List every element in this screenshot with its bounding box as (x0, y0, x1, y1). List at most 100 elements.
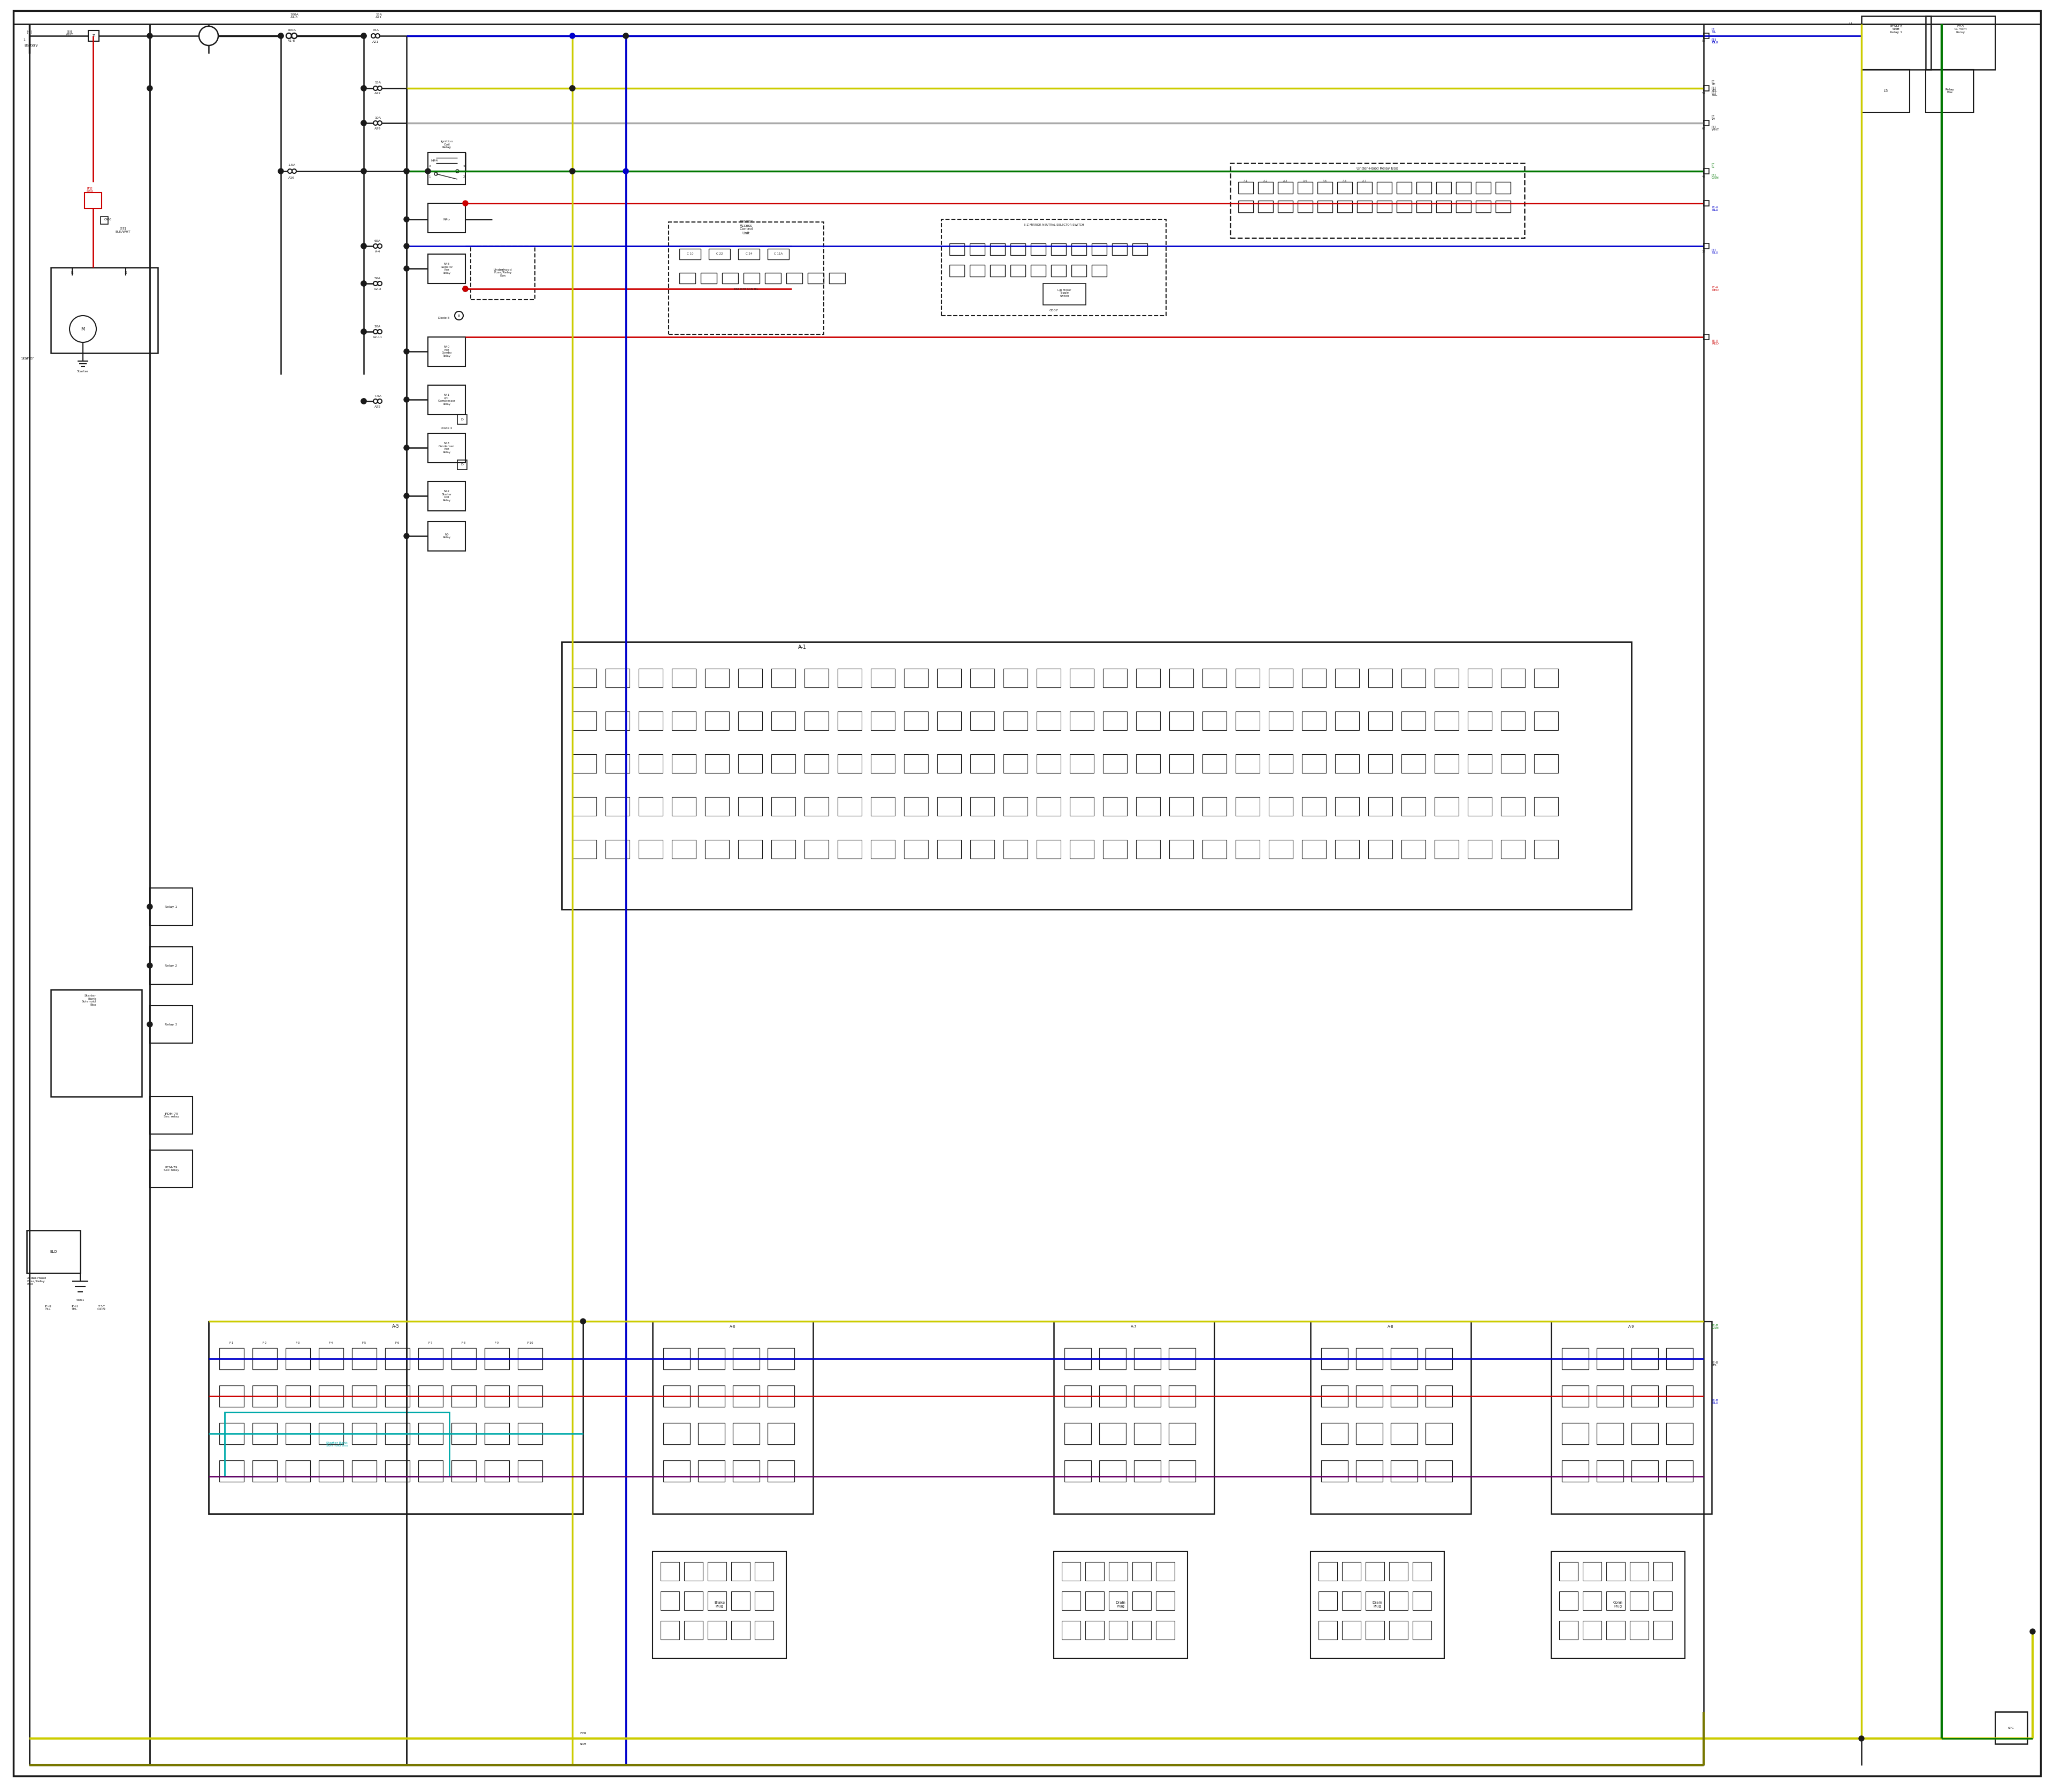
Text: A-8: A-8 (1389, 1324, 1395, 1328)
Bar (1070, 797, 1095, 815)
Bar (731, 1563, 750, 1581)
Bar (1070, 754, 1095, 772)
Bar (1237, 668, 1259, 688)
Bar (452, 1348, 477, 1369)
Circle shape (622, 34, 629, 38)
Bar (672, 711, 696, 729)
Text: F-5: F-5 (362, 1342, 366, 1344)
Text: S: S (125, 271, 127, 274)
Bar (1109, 1563, 1128, 1581)
Bar (1004, 797, 1027, 815)
Circle shape (362, 244, 366, 249)
Bar (904, 797, 928, 815)
Circle shape (148, 903, 152, 909)
Text: [E
W: [E W (1711, 115, 1715, 120)
Text: 1.5A: 1.5A (288, 163, 296, 167)
Bar (807, 272, 824, 283)
Bar (1237, 711, 1259, 729)
Bar (518, 1348, 542, 1369)
Bar (1302, 840, 1327, 858)
Text: A22: A22 (374, 91, 380, 95)
Bar (705, 797, 729, 815)
Text: IE-A
BLU: IE-A BLU (1711, 206, 1717, 211)
Text: Underhood
Fuse/Relay
Box: Underhood Fuse/Relay Box (493, 269, 511, 278)
Bar (1062, 1563, 1080, 1581)
Bar (731, 1591, 750, 1611)
Text: Relay 3: Relay 3 (164, 1023, 177, 1025)
Circle shape (362, 281, 366, 287)
Bar (663, 1423, 690, 1444)
Bar (1368, 840, 1393, 858)
Circle shape (148, 86, 152, 91)
Bar (1596, 1348, 1623, 1369)
Bar (1072, 265, 1087, 276)
Bar (1358, 181, 1372, 194)
Bar (737, 668, 762, 688)
Bar (1389, 1620, 1407, 1640)
Bar (1534, 797, 1559, 815)
Bar (733, 1385, 760, 1407)
Text: SPC: SPC (2009, 1726, 2015, 1729)
Bar (1239, 201, 1253, 213)
Bar (754, 1563, 774, 1581)
Bar (427, 434, 466, 462)
Bar (470, 246, 534, 299)
Bar (51, 267, 158, 353)
Bar (937, 840, 961, 858)
Text: F-6: F-6 (394, 1342, 401, 1344)
Bar (639, 797, 663, 815)
Bar (838, 711, 863, 729)
Text: Starter: Starter (78, 371, 88, 373)
Bar (1156, 1563, 1175, 1581)
Bar (805, 668, 828, 688)
Bar (1169, 797, 1193, 815)
Circle shape (362, 168, 366, 174)
Bar (1132, 244, 1148, 254)
Bar (1534, 754, 1559, 772)
Text: IE-H
YEL: IE-H YEL (72, 1305, 78, 1310)
Text: 60A: 60A (374, 240, 380, 242)
Bar (1366, 1620, 1384, 1640)
Bar (1391, 1423, 1417, 1444)
Bar (744, 272, 760, 283)
Bar (1054, 1552, 1187, 1658)
Bar (1031, 244, 1045, 254)
Text: S001: S001 (76, 1299, 84, 1301)
Bar (1136, 840, 1161, 858)
Bar (1132, 1563, 1150, 1581)
Text: IPDM-79
Sec relay: IPDM-79 Sec relay (164, 1113, 179, 1118)
Bar (427, 202, 466, 233)
Bar (1368, 668, 1393, 688)
Bar (1389, 1591, 1407, 1611)
Bar (351, 1385, 376, 1407)
Text: C 10: C 10 (686, 253, 694, 256)
Bar (1085, 1591, 1105, 1611)
Bar (606, 668, 631, 688)
Bar (573, 668, 596, 688)
Bar (949, 265, 965, 276)
Bar (1703, 335, 1709, 340)
Text: (+): (+) (27, 30, 33, 34)
Bar (1584, 1591, 1602, 1611)
Bar (1317, 201, 1333, 213)
Text: ELD: ELD (49, 1251, 58, 1253)
Bar (1335, 754, 1360, 772)
Circle shape (148, 962, 152, 968)
Bar (1596, 1460, 1623, 1482)
Bar (1037, 668, 1060, 688)
Bar (904, 754, 928, 772)
Bar (698, 1385, 725, 1407)
Bar (1169, 1348, 1195, 1369)
Bar (1559, 1620, 1577, 1640)
Bar (561, 642, 1631, 909)
Bar (969, 265, 984, 276)
Bar (518, 1460, 542, 1482)
Bar (1169, 754, 1193, 772)
Text: IE-A
RED: IE-A RED (1711, 287, 1719, 292)
Bar (1561, 1348, 1588, 1369)
Text: N43
Condenser
Fan
Relay: N43 Condenser Fan Relay (440, 443, 454, 453)
Text: BT-5
Current
Relay: BT-5 Current Relay (1953, 25, 1968, 34)
Bar (1031, 265, 1045, 276)
Bar (1052, 244, 1066, 254)
Text: [E]
GRN: [E] GRN (1711, 174, 1719, 179)
